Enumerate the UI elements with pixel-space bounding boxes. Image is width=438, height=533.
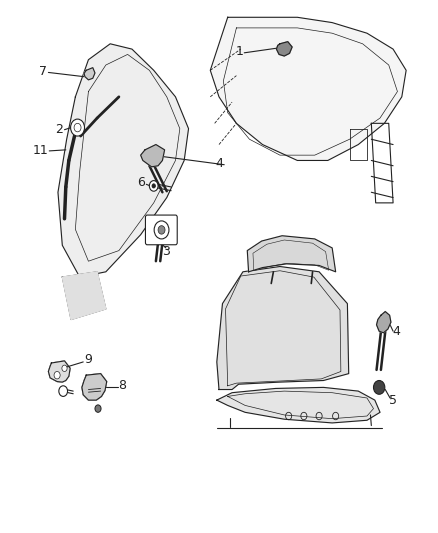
Text: 7: 7	[39, 66, 47, 78]
Circle shape	[152, 184, 155, 188]
Text: 4: 4	[392, 325, 400, 338]
Circle shape	[59, 386, 67, 397]
Polygon shape	[247, 236, 336, 272]
Polygon shape	[62, 272, 106, 319]
Circle shape	[374, 381, 385, 394]
Polygon shape	[210, 17, 406, 160]
Polygon shape	[58, 44, 188, 277]
Text: 11: 11	[33, 144, 49, 157]
Text: 8: 8	[118, 379, 127, 392]
Circle shape	[149, 181, 158, 191]
Polygon shape	[48, 361, 70, 382]
Polygon shape	[84, 68, 95, 80]
Text: 5: 5	[389, 393, 397, 407]
Text: 3: 3	[162, 245, 170, 258]
Polygon shape	[141, 144, 165, 167]
Circle shape	[95, 405, 101, 413]
Polygon shape	[377, 312, 391, 333]
Polygon shape	[82, 374, 107, 400]
Circle shape	[54, 372, 60, 379]
Text: 9: 9	[85, 353, 92, 366]
Polygon shape	[217, 387, 380, 423]
Circle shape	[62, 365, 67, 372]
Text: 2: 2	[55, 123, 63, 136]
Polygon shape	[217, 266, 349, 390]
Circle shape	[158, 225, 165, 234]
Text: 4: 4	[215, 157, 223, 169]
Circle shape	[71, 119, 85, 136]
FancyBboxPatch shape	[145, 215, 177, 245]
Text: 1: 1	[236, 45, 244, 58]
Text: 6: 6	[137, 176, 145, 189]
Polygon shape	[276, 42, 292, 56]
